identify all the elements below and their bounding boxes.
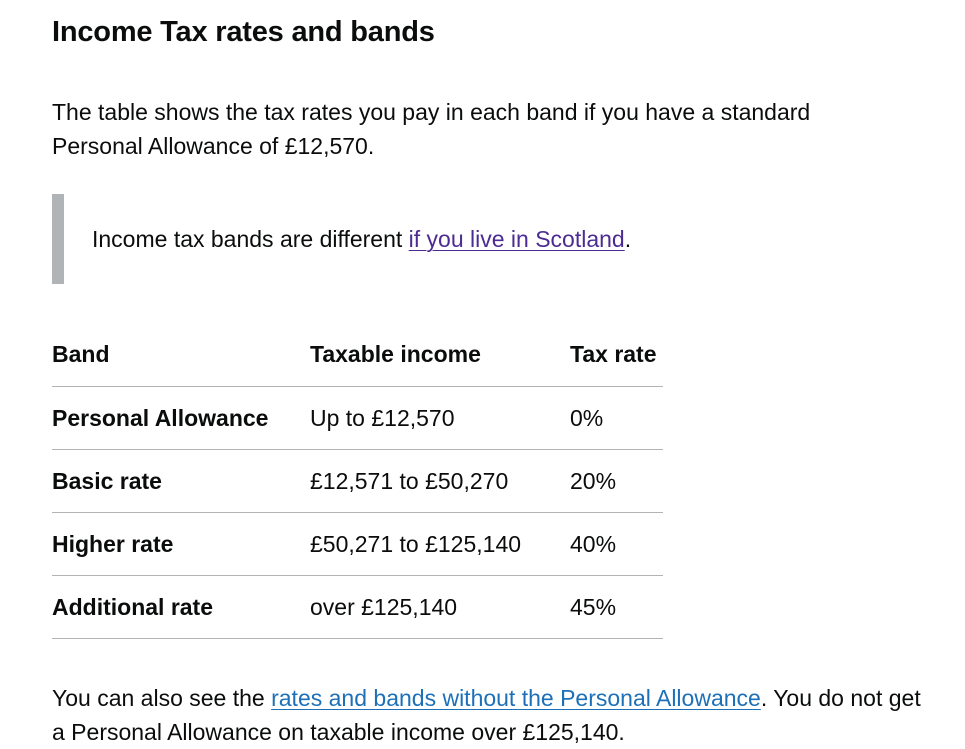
rate-cell: 20% [570,449,663,513]
section-heading: Income Tax rates and bands [52,16,435,48]
band-cell: Additional rate [52,575,310,639]
income-cell: over £125,140 [310,575,570,639]
rates-without-allowance-link[interactable]: rates and bands without the Personal All… [271,685,761,711]
scotland-link[interactable]: if you live in Scotland [408,226,625,252]
header-tax-rate: Tax rate [570,322,663,387]
income-cell: Up to £12,570 [310,386,570,450]
header-taxable-income: Taxable income [310,322,570,387]
intro-paragraph: The table shows the tax rates you pay in… [52,99,811,159]
table-row: Additional rate over £125,140 45% [52,575,663,639]
outro-paragraph: You can also see the rates and bands wit… [52,681,922,749]
content-page: Income Tax rates and bands The table sho… [52,16,921,745]
table-row: Personal Allowance Up to £12,570 0% [52,386,663,450]
inset-text-end: . [624,226,632,252]
inset-text: Income tax bands are different [92,226,409,252]
band-cell: Personal Allowance [52,386,310,450]
income-cell: £12,571 to £50,270 [310,449,570,513]
band-cell: Basic rate [52,449,310,513]
table-row: Basic rate £12,571 to £50,270 20% [52,449,663,513]
rate-cell: 0% [570,386,663,450]
tax-bands-table: Band Taxable income Tax rate Personal Al… [52,322,663,639]
income-cell: £50,271 to £125,140 [310,512,570,576]
table-header-row: Band Taxable income Tax rate [52,322,663,387]
header-band: Band [52,322,310,387]
band-cell: Higher rate [52,512,310,576]
outro-text: You can also see the [52,685,272,711]
rate-cell: 40% [570,512,663,576]
table-row: Higher rate £50,271 to £125,140 40% [52,512,663,576]
rate-cell: 45% [570,575,663,639]
inset-notice: Income tax bands are different if you li… [52,194,913,284]
